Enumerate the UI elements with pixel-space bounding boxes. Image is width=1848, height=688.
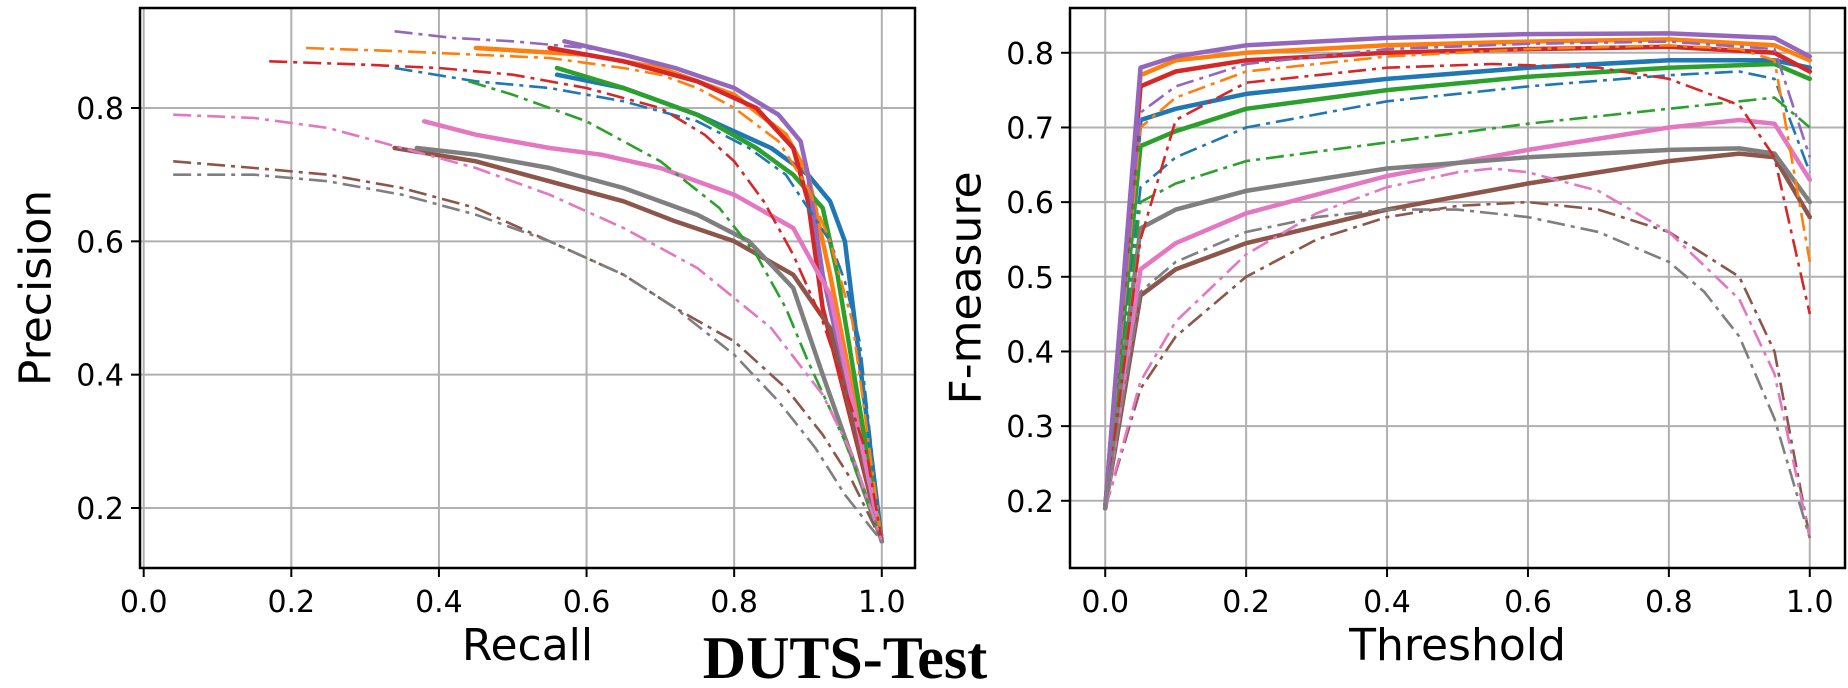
- fm-ticks: 0.0 0.2 0.4 0.6 0.8 1.0 0.2 0.3 0.4 0.5 0.6 0.7 0.8: [1006, 37, 1833, 620]
- fm-curves: [1102, 31, 1813, 539]
- fm-y-tick-label: 0.6: [1006, 186, 1054, 221]
- fm-series-line-13: [1103, 200, 1812, 539]
- fm-x-tick-label: 0.0: [1081, 585, 1129, 620]
- fm-x-tick-label: 0.2: [1222, 585, 1270, 620]
- fm-series-line-15: [1103, 208, 1812, 539]
- pr-axes-frame: [138, 6, 917, 570]
- pr-series-line-11: [269, 60, 884, 542]
- pr-grid: [140, 8, 915, 568]
- pr-series-line-8: [394, 66, 884, 542]
- pr-y-tick-label: 0.4: [76, 359, 124, 394]
- pr-y-tick-label: 0.6: [76, 225, 124, 260]
- pr-x-tick-label: 0.6: [563, 585, 611, 620]
- fm-series-line-1: [1102, 37, 1813, 511]
- fm-series-line-3: [1102, 44, 1813, 511]
- pr-y-axis-label: Precision: [11, 190, 62, 386]
- fm-y-tick-label: 0.5: [1006, 261, 1054, 296]
- pr-x-tick-label: 1.0: [858, 585, 906, 620]
- pr-y-tick-label: 0.2: [76, 492, 124, 527]
- fm-series-line-4: [1102, 31, 1813, 511]
- figure-title: DUTS-Test: [703, 625, 988, 688]
- fm-y-tick-label: 0.2: [1006, 485, 1054, 520]
- pr-series-line-15: [173, 173, 883, 543]
- pr-series-line-3: [547, 45, 885, 544]
- pr-ticks: 0.0 0.2 0.4 0.6 0.8 1.0 0.2 0.4 0.6 0.8: [76, 92, 905, 620]
- fm-series-line-8: [1103, 70, 1812, 509]
- fm-series-line-12: [1103, 40, 1812, 509]
- fm-x-tick-label: 0.6: [1504, 585, 1552, 620]
- fm-series-line-14: [1103, 167, 1812, 539]
- pr-x-tick-label: 0.8: [710, 585, 758, 620]
- fm-series-line-11: [1103, 62, 1812, 509]
- fm-x-tick-label: 0.4: [1363, 585, 1411, 620]
- pr-x-tick-label: 0.2: [267, 585, 315, 620]
- pr-curves: [173, 30, 885, 544]
- pr-series-line-12: [394, 30, 624, 56]
- fm-x-axis-label: Threshold: [1348, 620, 1566, 671]
- pr-series-line-10: [468, 80, 884, 542]
- fm-series-line-2: [1102, 61, 1813, 511]
- fm-y-tick-label: 0.8: [1006, 37, 1054, 72]
- pr-series-line-4: [562, 39, 885, 544]
- pr-x-tick-label: 0.0: [120, 585, 168, 620]
- fm-x-tick-label: 0.8: [1645, 585, 1693, 620]
- precision-recall-panel: 0.0 0.2 0.4 0.6 0.8 1.0 0.2 0.4 0.6 0.8 Recall Pr…: [11, 6, 917, 671]
- pr-series-line-9: [306, 46, 884, 542]
- fm-series-line-5: [1102, 151, 1813, 511]
- fm-x-tick-label: 1.0: [1786, 585, 1834, 620]
- pr-series-line-6: [421, 119, 885, 544]
- fm-series-line-9: [1103, 43, 1812, 509]
- fm-y-tick-label: 0.3: [1006, 410, 1054, 445]
- fmeasure-threshold-panel: 0.0 0.2 0.4 0.6 0.8 1.00.20.30.40.50.60.70.8 …: [941, 6, 1847, 671]
- pr-series-line-7: [414, 145, 885, 544]
- pr-x-axis-label: Recall: [462, 620, 593, 671]
- pr-y-tick-label: 0.8: [76, 92, 124, 127]
- fm-y-tick-label: 0.7: [1006, 111, 1054, 146]
- fm-axes-frame: [1068, 6, 1847, 570]
- pr-series-line-14: [173, 113, 884, 542]
- fm-y-tick-label: 0.4: [1006, 335, 1054, 370]
- fm-y-axis-label: F-measure: [941, 171, 992, 404]
- pr-x-tick-label: 0.4: [415, 585, 463, 620]
- fm-series-line-7: [1102, 146, 1813, 511]
